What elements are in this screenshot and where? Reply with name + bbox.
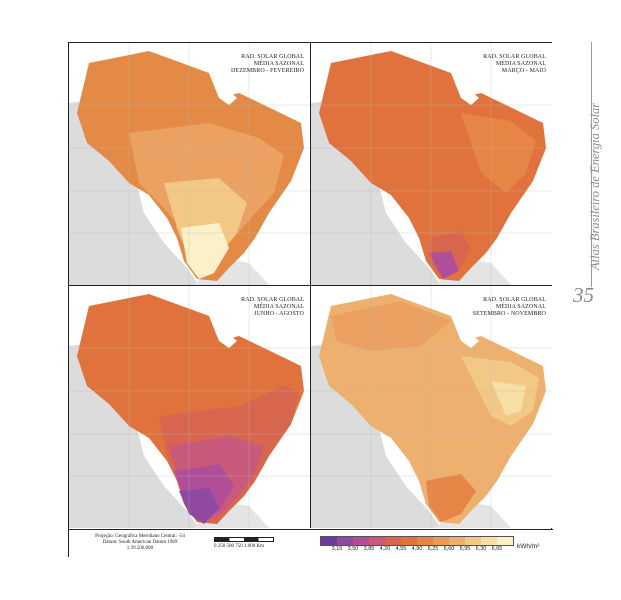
panel-title: RAD. SOLAR GLOBAL MÉDIA SAZONAL SETEMBRO…: [473, 297, 546, 318]
panel-title-line1: RAD. SOLAR GLOBAL: [241, 297, 304, 303]
legend-swatch: [369, 537, 385, 545]
panel-title-line3: DEZEMBRO - FEVEREIRO: [231, 68, 304, 74]
legend-value: 3,85: [363, 546, 375, 552]
legend-unit: kWh/m²: [517, 543, 540, 550]
map-panel-setembro-novembro: RAD. SOLAR GLOBAL MÉDIA SAZONAL SETEMBRO…: [311, 286, 552, 528]
datum-line: Datum: South American Datum 1969: [102, 540, 178, 545]
brazil-map-spring: [311, 286, 552, 528]
panel-title-line2: MÉDIA SAZONAL: [495, 304, 546, 310]
brazil-map-summer: [69, 43, 310, 285]
panel-title-line2: MÉDIA SAZONAL: [253, 304, 304, 310]
color-ramp: [320, 536, 514, 546]
panel-title-line2: MÉDIA SAZONAL: [495, 61, 546, 67]
legend-swatch: [497, 537, 513, 545]
scale-bar: 0 250 500 750 1.000 Km: [214, 535, 304, 555]
legend-values: 3,15 3,50 3,85 4,20 4,55 4,90 5,25 5,60 5,95 6,30…: [320, 546, 516, 554]
map-panel-dezembro-fevereiro: RAD. SOLAR GLOBAL MÉDIA SAZONAL DEZEMBRO…: [69, 43, 311, 286]
panel-title-line3: SETEMBRO - NOVEMBRO: [472, 311, 546, 317]
panel-title-line1: RAD. SOLAR GLOBAL: [483, 54, 546, 60]
legend-swatch: [481, 537, 497, 545]
legend-value: 6,30: [475, 546, 487, 552]
panel-title-line1: RAD. SOLAR GLOBAL: [241, 54, 304, 60]
scale-ratio: 1:39.500.000: [126, 546, 154, 551]
panel-title: RAD. SOLAR GLOBAL MÉDIA SAZONAL MARÇO - …: [483, 54, 546, 75]
panel-title-line3: JUNHO - AGOSTO: [254, 311, 304, 317]
map-footer: Projeção: Geográfica Meridiano Central: …: [69, 529, 553, 559]
legend-value: 4,20: [379, 546, 391, 552]
legend-swatch: [449, 537, 465, 545]
map-sheet: RAD. SOLAR GLOBAL MÉDIA SAZONAL DEZEMBRO…: [68, 42, 553, 559]
map-panel-marco-maio: RAD. SOLAR GLOBAL MÉDIA SAZONAL MARÇO - …: [311, 43, 552, 286]
scale-bar-labels: 0 250 500 750 1.000 Km: [214, 544, 264, 549]
legend-swatch: [321, 537, 337, 545]
legend-swatch: [337, 537, 353, 545]
legend-swatch: [465, 537, 481, 545]
brazil-map-winter: [69, 286, 310, 528]
projection-info: Projeção: Geográfica Meridiano Central: …: [75, 534, 205, 552]
scale-bar-graphic: [214, 537, 274, 542]
brazil-map-autumn: [311, 43, 552, 285]
book-title: Atlas Brasileiro de Energia Solar: [588, 102, 602, 270]
legend-value: 4,90: [411, 546, 423, 552]
legend-value: 5,25: [427, 546, 439, 552]
legend-swatch: [353, 537, 369, 545]
legend-value: 3,15: [331, 546, 343, 552]
panel-title: RAD. SOLAR GLOBAL MÉDIA SAZONAL JUNHO - …: [241, 297, 304, 318]
map-panel-junho-agosto: RAD. SOLAR GLOBAL MÉDIA SAZONAL JUNHO - …: [69, 286, 311, 528]
panel-title-line2: MÉDIA SAZONAL: [253, 61, 304, 67]
legend-value: 5,95: [459, 546, 471, 552]
legend-value: 3,50: [347, 546, 359, 552]
legend-value: 6,65: [491, 546, 503, 552]
projection-line: Projeção: Geográfica Meridiano Central: …: [95, 534, 185, 539]
legend-value: 4,55: [395, 546, 407, 552]
color-legend: 3,15 3,50 3,85 4,20 4,55 4,90 5,25 5,60 5,95 6,30…: [314, 534, 550, 556]
legend-swatch: [433, 537, 449, 545]
panel-title: RAD. SOLAR GLOBAL MÉDIA SAZONAL DEZEMBRO…: [231, 54, 304, 75]
panel-title-line3: MARÇO - MAIO: [501, 68, 546, 74]
page-number: 35: [573, 283, 594, 307]
book-title-container: Atlas Brasileiro de Energia Solar: [560, 42, 602, 292]
legend-swatch: [385, 537, 401, 545]
legend-value: 5,60: [443, 546, 455, 552]
panel-title-line1: RAD. SOLAR GLOBAL: [483, 297, 546, 303]
legend-swatch: [417, 537, 433, 545]
legend-swatch: [401, 537, 417, 545]
sidebar-divider: [591, 42, 592, 287]
